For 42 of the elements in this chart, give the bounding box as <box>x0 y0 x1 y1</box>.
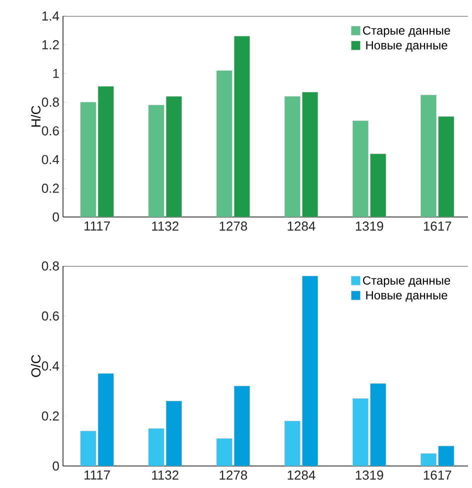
y-tick-label: 0 <box>52 461 59 471</box>
y-tick-label: 1.4 <box>42 12 60 20</box>
y-tick-label: 0.2 <box>42 411 59 421</box>
y-tick-label: 0.8 <box>42 98 59 107</box>
bar <box>148 104 164 217</box>
x-tick-label: 1319 <box>356 222 384 231</box>
y-tick-label: 0.6 <box>42 126 59 136</box>
x-tick-label: 1132 <box>152 222 178 231</box>
y-tick-label: 0.8 <box>42 261 59 271</box>
bar <box>284 420 300 466</box>
y-tick-label: 1.2 <box>42 40 59 50</box>
bar <box>80 430 96 466</box>
bar <box>420 94 437 217</box>
bar <box>352 120 368 217</box>
legend-label: Старые данные <box>363 276 450 288</box>
x-tick-label: 1617 <box>424 222 452 231</box>
bar <box>284 96 300 217</box>
bar <box>216 70 232 217</box>
x-tick-label: 1284 <box>288 222 316 231</box>
x-tick-label: 1319 <box>356 470 384 480</box>
x-tick-label: 1278 <box>220 470 248 480</box>
legend-label: Новые данные <box>366 291 448 302</box>
y-tick-label: 0.4 <box>42 361 60 371</box>
y-tick-label: 0.6 <box>42 311 59 321</box>
y-tick-label: 0.4 <box>42 154 60 164</box>
x-tick-label: 1132 <box>152 470 178 480</box>
legend-label: Новые данные <box>366 41 448 52</box>
x-tick-label: 1284 <box>288 470 316 480</box>
legend-label: Старые данные <box>363 26 450 38</box>
bar <box>216 438 232 466</box>
y-axis-title: H/C <box>30 106 41 127</box>
x-tick-label: 1117 <box>84 470 110 480</box>
bar <box>148 428 164 466</box>
y-tick-label: 0 <box>52 212 59 222</box>
y-axis-title: O/C <box>30 354 41 377</box>
y-tick-label: 1 <box>53 68 59 78</box>
bar <box>352 398 368 466</box>
bar <box>80 102 96 217</box>
x-tick-label: 1117 <box>84 222 110 230</box>
x-tick-label: 1617 <box>424 470 452 480</box>
y-tick-label: 0.2 <box>42 184 59 193</box>
x-tick-label: 1278 <box>220 222 248 231</box>
